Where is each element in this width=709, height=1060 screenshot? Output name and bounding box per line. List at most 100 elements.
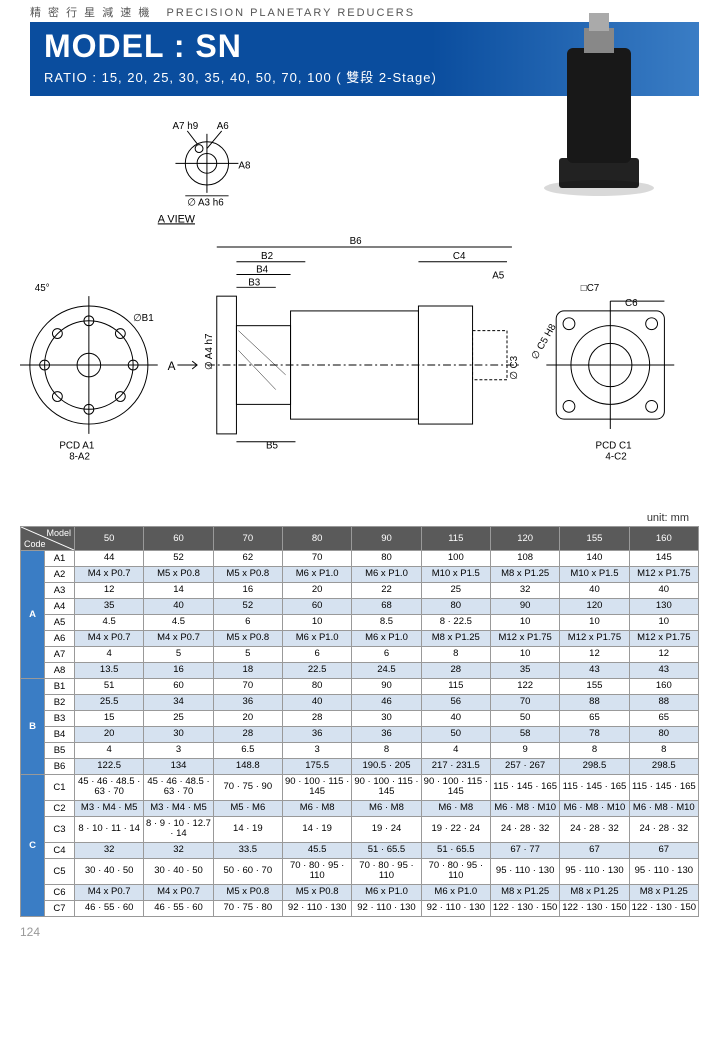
data-cell: 46 · 55 · 60 (144, 900, 213, 916)
data-cell: 8 (629, 743, 698, 759)
data-cell: 36 (282, 727, 351, 743)
data-cell: 95 · 110 · 130 (490, 858, 559, 884)
table-row: C38 · 10 · 11 · 148 · 9 · 10 · 12.7 · 14… (21, 816, 699, 842)
table-row: B225.53436404656708888 (21, 695, 699, 711)
data-cell: M8 x P1.25 (629, 884, 698, 900)
data-cell: 298.5 (560, 759, 629, 775)
code-cell: C5 (45, 858, 75, 884)
table-row: A2M4 x P0.7M5 x P0.8M5 x P0.8M6 x P1.0M6… (21, 567, 699, 583)
data-cell: 40 (144, 599, 213, 615)
data-cell: 10 (490, 647, 559, 663)
data-cell: 90 · 100 · 115 · 145 (421, 775, 490, 801)
data-cell: M10 x P1.5 (421, 567, 490, 583)
data-cell: 68 (352, 599, 421, 615)
data-cell: 10 (560, 615, 629, 631)
page-number: 124 (20, 925, 709, 939)
data-cell: 19 · 24 (352, 816, 421, 842)
data-cell: 3 (144, 743, 213, 759)
data-cell: 65 (560, 711, 629, 727)
data-cell: 160 (629, 679, 698, 695)
data-cell: M6 x P1.0 (282, 631, 351, 647)
svg-text:B3: B3 (248, 277, 261, 288)
data-cell: 122.5 (75, 759, 144, 775)
data-cell: 24 · 28 · 32 (560, 816, 629, 842)
data-cell: 67 (560, 842, 629, 858)
data-cell: 8 · 9 · 10 · 12.7 · 14 (144, 816, 213, 842)
model-header: 115 (421, 527, 490, 551)
data-cell: 24 · 28 · 32 (490, 816, 559, 842)
model-header: 50 (75, 527, 144, 551)
data-cell: M5 x P0.8 (213, 631, 282, 647)
svg-text:45°: 45° (35, 283, 50, 294)
data-cell: 22.5 (282, 663, 351, 679)
data-cell: 175.5 (282, 759, 351, 775)
data-cell: 80 (352, 551, 421, 567)
section-label: B (21, 679, 45, 775)
data-cell: 32 (75, 842, 144, 858)
header-chinese: 精 密 行 星 減 速 機 (30, 7, 151, 19)
data-cell: 115 (421, 679, 490, 695)
data-cell: 4 (75, 743, 144, 759)
svg-text:C4: C4 (453, 251, 466, 262)
data-cell: 32 (490, 583, 559, 599)
data-cell: 14 · 19 (282, 816, 351, 842)
data-cell: 90 · 100 · 115 · 145 (352, 775, 421, 801)
data-cell: 90 · 100 · 115 · 145 (282, 775, 351, 801)
data-cell: 80 (282, 679, 351, 695)
data-cell: 70 · 80 · 95 · 110 (352, 858, 421, 884)
data-cell: 8 (560, 743, 629, 759)
data-cell: 30 · 40 · 50 (144, 858, 213, 884)
data-cell: 120 (560, 599, 629, 615)
data-cell: 28 (421, 663, 490, 679)
data-cell: M8 x P1.25 (560, 884, 629, 900)
data-cell: M8 x P1.25 (490, 884, 559, 900)
corner-code: Code (24, 539, 46, 549)
code-cell: B2 (45, 695, 75, 711)
data-cell: 36 (213, 695, 282, 711)
data-cell: 115 · 145 · 165 (490, 775, 559, 801)
model-header: 155 (560, 527, 629, 551)
table-row: B3152520283040506565 (21, 711, 699, 727)
data-cell: 5 (213, 647, 282, 663)
data-cell: 10 (629, 615, 698, 631)
unit-label: unit: mm (0, 512, 709, 524)
data-cell: M10 x P1.5 (560, 567, 629, 583)
table-row: A6M4 x P0.7M4 x P0.7M5 x P0.8M6 x P1.0M6… (21, 631, 699, 647)
data-cell: 95 · 110 · 130 (560, 858, 629, 884)
data-cell: 14 · 19 (213, 816, 282, 842)
data-cell: 92 · 110 · 130 (421, 900, 490, 916)
data-cell: 52 (213, 599, 282, 615)
data-cell: 30 (144, 727, 213, 743)
data-cell: M6 · M8 · M10 (560, 800, 629, 816)
data-cell: 16 (213, 583, 282, 599)
svg-text:B2: B2 (261, 251, 273, 262)
data-cell: M6 · M8 (282, 800, 351, 816)
data-cell: 10 (490, 615, 559, 631)
data-cell: 6.5 (213, 743, 282, 759)
corner-model: Model (46, 528, 71, 538)
data-cell: 40 (421, 711, 490, 727)
table-row: CC145 · 46 · 48.5 · 63 · 7045 · 46 · 48.… (21, 775, 699, 801)
data-cell: 140 (560, 551, 629, 567)
data-cell: M8 x P1.25 (421, 631, 490, 647)
a-view-label: A VIEW (158, 213, 196, 225)
data-cell: 40 (560, 583, 629, 599)
data-cell: 95 · 110 · 130 (629, 858, 698, 884)
data-cell: M6 x P1.0 (421, 884, 490, 900)
data-cell: 70 · 75 · 80 (213, 900, 282, 916)
data-cell: 4 (421, 743, 490, 759)
data-cell: 24.5 (352, 663, 421, 679)
code-cell: A8 (45, 663, 75, 679)
data-cell: 35 (490, 663, 559, 679)
data-cell: 8 · 22.5 (421, 615, 490, 631)
svg-text:A6: A6 (217, 121, 230, 132)
data-cell: 50 (421, 727, 490, 743)
table-row: C6M4 x P0.7M4 x P0.7M5 x P0.8M5 x P0.8M6… (21, 884, 699, 900)
data-cell: 88 (629, 695, 698, 711)
data-cell: 60 (144, 679, 213, 695)
code-cell: C3 (45, 816, 75, 842)
code-cell: B3 (45, 711, 75, 727)
data-cell: 50 · 60 · 70 (213, 858, 282, 884)
code-cell: A4 (45, 599, 75, 615)
data-cell: 155 (560, 679, 629, 695)
